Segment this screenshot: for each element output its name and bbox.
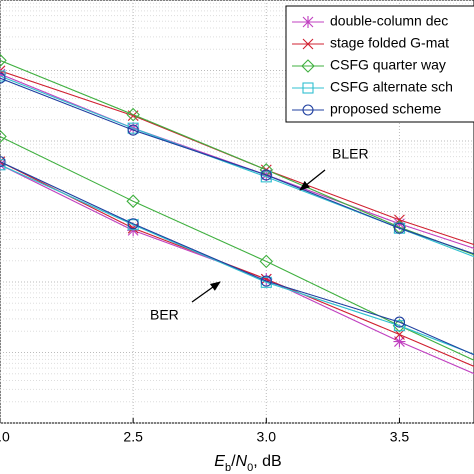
marker (302, 82, 314, 94)
annotation: BER (150, 307, 179, 323)
marker (302, 104, 314, 116)
x-axis-label-part: E (214, 453, 225, 470)
x-axis-label-part: / (231, 453, 236, 470)
legend-label: double-column dec (330, 13, 448, 29)
marker (127, 224, 140, 237)
legend-label: stage folded G-mat (330, 35, 449, 51)
marker (393, 320, 405, 332)
marker (260, 169, 272, 181)
legend-label: CSFG quarter way (330, 57, 446, 73)
x-tick-label: 3.0 (257, 429, 277, 445)
legend-box (285, 5, 474, 123)
x-axis-label-part: N (236, 453, 248, 470)
marker (393, 222, 405, 234)
marker (127, 218, 139, 230)
series-line (0, 77, 474, 255)
series-line (0, 164, 474, 355)
series-line (0, 161, 474, 356)
series-line (0, 75, 474, 258)
marker (301, 59, 315, 73)
marker (393, 316, 405, 328)
marker (0, 156, 6, 168)
marker (126, 194, 140, 208)
legend-label: proposed scheme (330, 101, 442, 117)
x-axis-label-part: 0 (247, 462, 253, 474)
marker (393, 217, 406, 230)
marker (0, 72, 6, 84)
x-axis-label-part: b (225, 462, 231, 474)
x-axis-label: Eb/N0, dB (214, 453, 281, 474)
x-tick-label: 3.5 (390, 429, 410, 445)
marker (259, 163, 274, 177)
annotation-arrow (299, 169, 326, 191)
marker (393, 335, 406, 348)
legend-label: CSFG alternate sch (330, 79, 453, 95)
marker (260, 275, 272, 287)
marker (259, 254, 274, 269)
marker (127, 124, 139, 136)
marker (0, 53, 7, 68)
annotation-arrow (191, 281, 221, 303)
marker (0, 159, 6, 171)
annotation: BLER (332, 146, 369, 162)
marker (302, 38, 314, 50)
x-tick-label: 2.0 (0, 429, 10, 445)
marker (0, 129, 7, 144)
series-line (0, 135, 474, 361)
x-tick-label: 2.5 (123, 429, 143, 445)
marker (126, 107, 140, 122)
marker (302, 16, 314, 28)
x-axis-label-part: , dB (253, 453, 281, 470)
